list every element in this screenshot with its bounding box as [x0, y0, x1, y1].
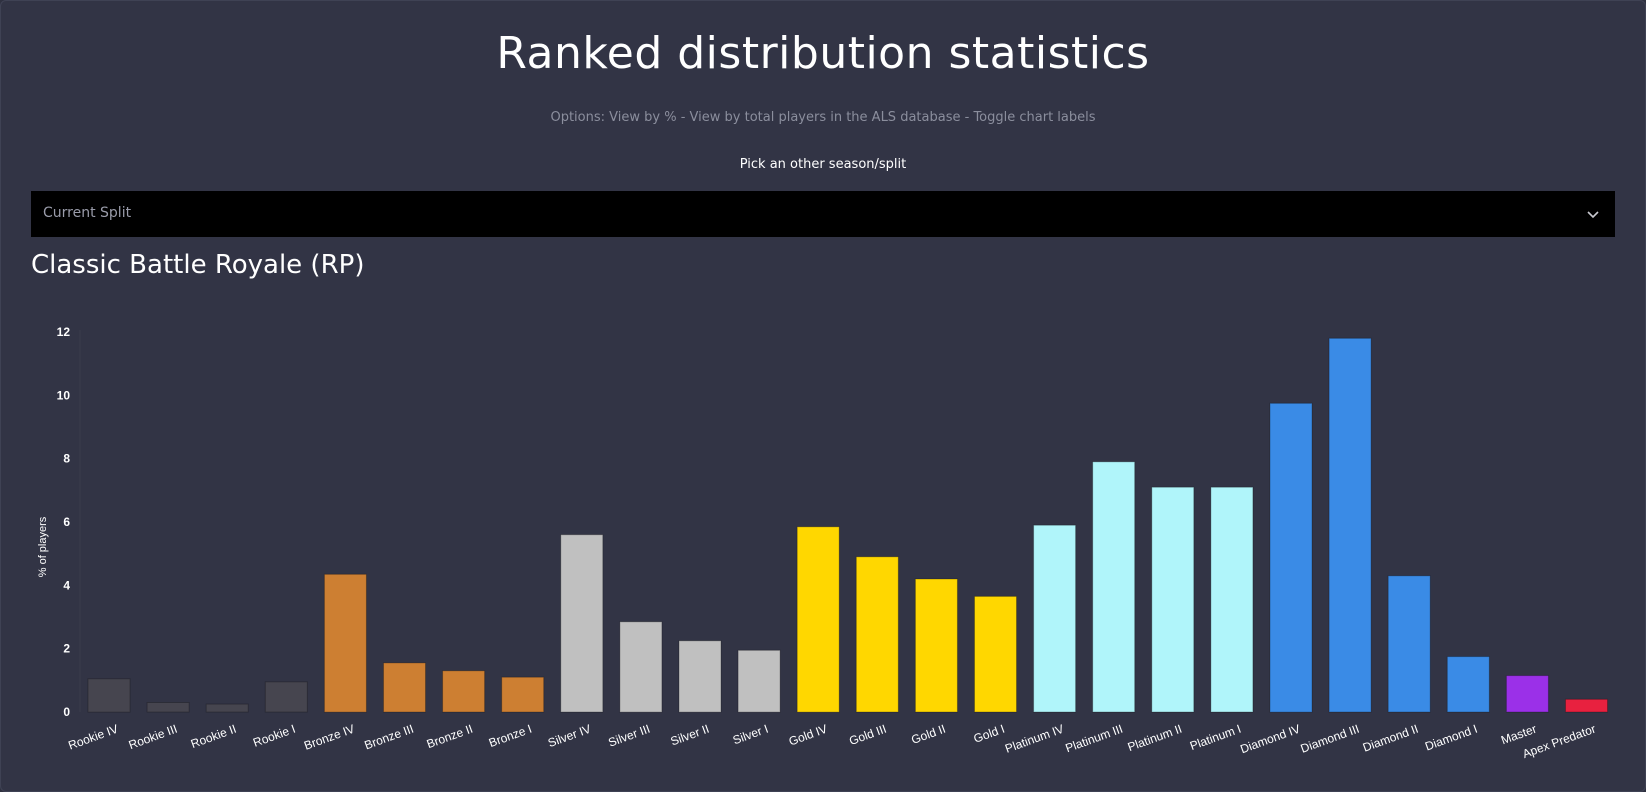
bar: [560, 534, 604, 713]
bar: [796, 526, 840, 713]
bar: [855, 556, 899, 713]
y-tick-label: 4: [63, 578, 70, 592]
bar: [974, 595, 1017, 713]
season-picker-label: Pick an other season/split: [739, 157, 907, 172]
bar: [1210, 486, 1254, 713]
bar: [501, 676, 545, 713]
section-title: Classic Battle Royale (RP): [31, 250, 365, 280]
x-tick-label: Gold III: [847, 722, 888, 748]
bar: [1387, 575, 1431, 713]
bar: [1269, 402, 1313, 713]
bar: [678, 640, 722, 713]
x-tick-label: Platinum III: [1064, 722, 1125, 756]
bar: [914, 578, 958, 713]
bar: [442, 670, 486, 713]
x-tick-label: Diamond II: [1361, 722, 1420, 755]
x-tick-label: Gold IV: [787, 722, 829, 749]
y-tick-label: 10: [57, 388, 71, 402]
x-tick-label: Bronze III: [362, 722, 415, 753]
season-select-value: Current Split: [43, 205, 132, 221]
x-tick-label: Gold I: [972, 722, 1007, 746]
x-tick-label: Silver IV: [546, 722, 593, 750]
x-tick-label: Silver I: [731, 722, 770, 748]
bar: [323, 573, 367, 713]
x-tick-label: Diamond III: [1299, 722, 1361, 756]
x-tick-label: Bronze IV: [302, 722, 356, 753]
y-tick-label: 8: [63, 452, 70, 466]
y-tick-label: 2: [63, 642, 70, 656]
x-tick-label: Platinum IV: [1003, 722, 1065, 756]
bar: [737, 649, 781, 713]
bar: [146, 702, 190, 713]
options-separator: -: [676, 110, 690, 125]
x-tick-label: Bronze II: [425, 722, 475, 752]
chart-options: Options: View by % - View by total playe…: [0, 110, 1646, 125]
view-by-total-link[interactable]: View by total players in the ALS databas…: [689, 110, 961, 125]
x-tick-label: Bronze I: [487, 722, 534, 750]
y-axis-title: % of players: [37, 516, 49, 577]
page-title: Ranked distribution statistics: [496, 28, 1150, 79]
bar: [1033, 524, 1077, 713]
options-separator: -: [960, 110, 974, 125]
x-tick-label: Platinum II: [1126, 722, 1184, 755]
x-tick-label: Rookie I: [251, 722, 297, 750]
view-by-percent-link[interactable]: View by %: [609, 110, 677, 125]
x-tick-label: Platinum I: [1188, 722, 1243, 753]
bar: [1092, 461, 1136, 713]
y-tick-label: 12: [57, 325, 71, 339]
bar: [1446, 656, 1490, 713]
bar: [383, 662, 426, 713]
bar: [1505, 675, 1549, 713]
x-tick-label: Gold II: [909, 722, 947, 747]
x-tick-label: Diamond IV: [1238, 722, 1302, 757]
bar: [264, 681, 308, 713]
x-tick-label: Diamond I: [1423, 722, 1479, 754]
y-tick-label: 6: [63, 515, 70, 529]
x-tick-label: Rookie III: [127, 722, 179, 752]
x-tick-label: Silver III: [606, 722, 652, 750]
season-select[interactable]: Current Split: [31, 191, 1615, 237]
x-tick-label: Rookie IV: [66, 722, 120, 753]
bar: [1328, 337, 1372, 713]
bar: [1151, 486, 1195, 713]
ranked-distribution-chart: 0 2 4 6 8 10 12 % of players Rookie IV Rookie III…: [37, 325, 1608, 761]
bar: [619, 621, 663, 713]
toggle-labels-link[interactable]: Toggle chart labels: [973, 110, 1096, 125]
options-prefix: Options:: [550, 110, 610, 125]
bar: [87, 678, 131, 713]
chevron-down-icon: [1587, 211, 1599, 219]
y-tick-label: 0: [63, 705, 70, 719]
x-tick-label: Silver II: [669, 722, 711, 749]
x-tick-label: Rookie II: [189, 722, 238, 751]
bar: [205, 703, 249, 713]
bar: [1565, 698, 1608, 713]
